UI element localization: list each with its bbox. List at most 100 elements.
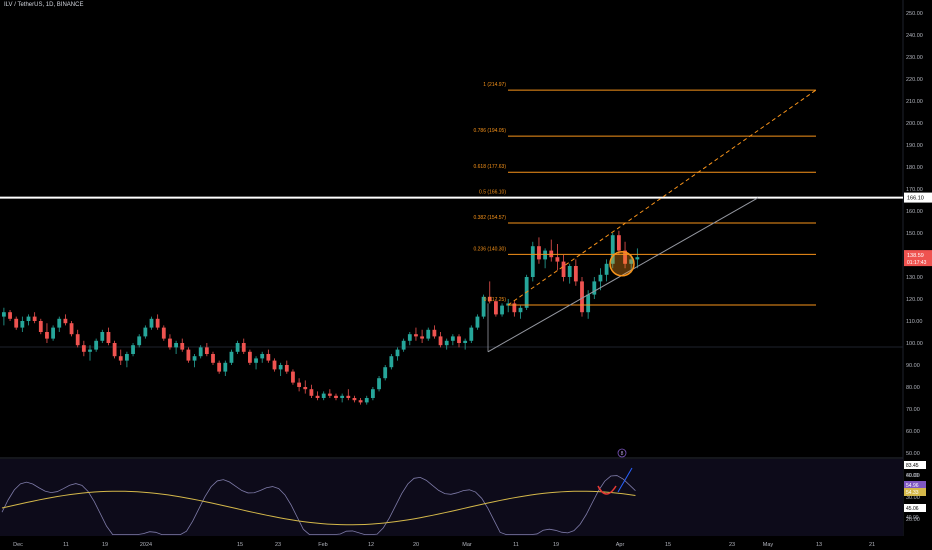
fib-level-label: 0.5 (166.10) xyxy=(479,190,506,196)
candle-body xyxy=(112,343,117,357)
rsi-level-label: 54.96 xyxy=(906,483,919,489)
candle-body xyxy=(131,345,135,354)
candle-body xyxy=(610,235,615,264)
time-tick-label: 19 xyxy=(102,542,108,548)
time-tick-label: 19 xyxy=(553,542,559,548)
candle-body xyxy=(81,345,86,352)
candle-body xyxy=(420,336,424,339)
candle-body xyxy=(346,395,351,398)
candle-body xyxy=(2,312,6,317)
price-tick-label: 160.00 xyxy=(906,209,923,215)
time-tick-label: 13 xyxy=(816,542,822,548)
candle-body xyxy=(340,395,345,398)
candle-body xyxy=(444,340,449,346)
candle-body xyxy=(518,307,523,313)
price-tick-label: 180.00 xyxy=(906,165,923,171)
candle-body xyxy=(278,365,283,370)
candle-body xyxy=(254,358,258,363)
candle-body xyxy=(481,296,486,317)
candle-body xyxy=(327,393,332,396)
candle-body xyxy=(635,257,640,260)
candle-body xyxy=(494,301,498,315)
candle-body xyxy=(383,367,388,379)
candle-body xyxy=(395,349,400,357)
fib-level-label: 1 (214.97) xyxy=(483,82,506,88)
rsi-pane-background xyxy=(0,459,903,536)
candle-body xyxy=(573,266,578,282)
candle-body xyxy=(537,246,541,260)
price-tick-label: 250.00 xyxy=(906,11,923,17)
price-tick-label: 210.00 xyxy=(906,99,923,105)
candle-body xyxy=(303,387,308,390)
fib-level-label: 0.382 (154.57) xyxy=(473,215,506,221)
rsi-level-label: 60.00 xyxy=(906,473,919,479)
price-tick-label: 20.00 xyxy=(906,517,920,523)
indicator-badge-text: 8 xyxy=(621,451,624,457)
candle-body xyxy=(500,305,504,315)
price-tick-label: 70.00 xyxy=(906,407,920,413)
rsi-level-badge xyxy=(904,488,926,496)
rsi-level-label: 40.00 xyxy=(906,515,919,521)
candle-body xyxy=(284,365,289,372)
price-tick-label: 80.00 xyxy=(906,385,920,391)
candle-body xyxy=(401,340,406,350)
candle-body xyxy=(94,340,99,350)
candle-body xyxy=(297,382,301,387)
price-tick-label: 150.00 xyxy=(906,231,923,237)
candle-body xyxy=(432,329,437,337)
candle-body xyxy=(407,334,412,341)
candle-body xyxy=(469,327,474,341)
candle-body xyxy=(358,400,363,403)
candle-body xyxy=(309,389,314,396)
candle-body xyxy=(352,398,357,401)
candle-body xyxy=(377,378,381,390)
candle-body xyxy=(617,235,621,251)
candle-body xyxy=(26,316,31,321)
fib-level-label: 0 (117.25) xyxy=(484,297,507,303)
candle-body xyxy=(137,336,142,346)
price-tick-label: 60.00 xyxy=(906,429,920,435)
candle-body xyxy=(623,250,627,264)
candle-body xyxy=(291,371,295,383)
rsi-level-badge xyxy=(904,481,926,489)
level-price-text: 166.10 xyxy=(907,196,924,202)
highlight-circle xyxy=(609,251,635,277)
candle-body xyxy=(57,318,62,328)
price-tick-label: 200.00 xyxy=(906,121,923,127)
candle-body xyxy=(168,338,172,348)
price-tick-label: 90.00 xyxy=(906,363,920,369)
candle-body xyxy=(198,347,203,357)
price-tick-label: 240.00 xyxy=(906,33,923,39)
candle-body xyxy=(438,336,443,346)
price-tick-label: 40.00 xyxy=(906,473,920,479)
price-tick-label: 190.00 xyxy=(906,143,923,149)
price-tick-label: 100.00 xyxy=(906,341,923,347)
rsi-arrow xyxy=(617,467,633,493)
candle-body xyxy=(321,393,326,398)
candle-body xyxy=(371,389,375,398)
candle-body xyxy=(149,318,154,328)
last-price-value: 138.59 xyxy=(907,253,924,259)
indicator-badge-icon xyxy=(617,448,627,458)
candle-body xyxy=(161,327,166,339)
candle-body xyxy=(272,360,277,370)
time-tick-label: 15 xyxy=(665,542,671,548)
rsi-level-badge xyxy=(904,504,926,512)
rsi-level-label: 83.45 xyxy=(906,463,919,469)
candle-body xyxy=(211,354,215,363)
candle-body xyxy=(8,312,12,319)
candle-body xyxy=(592,281,597,295)
time-tick-label: 20 xyxy=(413,542,419,548)
price-tick-label: 170.00 xyxy=(906,187,923,193)
time-tick-label: 23 xyxy=(729,542,735,548)
rsi-level-badge xyxy=(904,461,926,469)
candle-body xyxy=(186,349,191,361)
candle-body xyxy=(561,261,566,277)
candle-body xyxy=(223,362,228,372)
time-tick-label: Feb xyxy=(318,542,327,548)
candle-body xyxy=(389,356,394,368)
candle-body xyxy=(530,246,535,277)
price-tick-label: 230.00 xyxy=(906,55,923,61)
chart-title: ILV / TetherUS, 1D, BINANCE xyxy=(4,2,84,8)
